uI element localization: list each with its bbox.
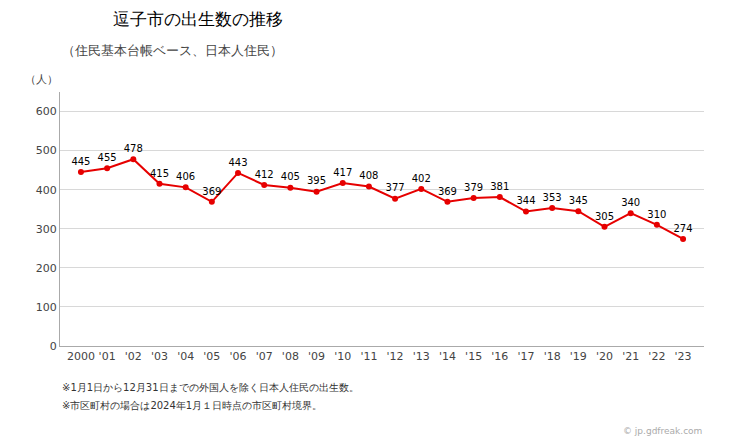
svg-text:305: 305 — [595, 211, 614, 222]
svg-text:（住民基本台帳ベース、日本人住民）: （住民基本台帳ベース、日本人住民） — [62, 43, 283, 58]
svg-text:'22: '22 — [648, 350, 665, 363]
svg-text:455: 455 — [98, 152, 117, 163]
svg-text:2000: 2000 — [67, 350, 95, 363]
svg-text:0: 0 — [50, 340, 57, 353]
svg-text:'23: '23 — [675, 350, 692, 363]
svg-text:415: 415 — [150, 168, 169, 179]
svg-text:381: 381 — [490, 181, 509, 192]
svg-text:'09: '09 — [308, 350, 325, 363]
svg-text:'15: '15 — [465, 350, 482, 363]
svg-text:478: 478 — [124, 143, 143, 154]
svg-text:100: 100 — [36, 301, 57, 314]
svg-text:445: 445 — [71, 156, 90, 167]
svg-text:'16: '16 — [491, 350, 508, 363]
svg-text:'11: '11 — [360, 350, 377, 363]
svg-text:369: 369 — [202, 186, 221, 197]
svg-text:'18: '18 — [544, 350, 561, 363]
svg-text:'12: '12 — [387, 350, 404, 363]
svg-text:'10: '10 — [334, 350, 351, 363]
svg-text:344: 344 — [516, 195, 535, 206]
svg-text:600: 600 — [36, 105, 57, 118]
svg-text:'14: '14 — [439, 350, 456, 363]
svg-text:377: 377 — [386, 182, 405, 193]
svg-text:'19: '19 — [570, 350, 587, 363]
svg-text:300: 300 — [36, 223, 57, 236]
svg-text:369: 369 — [438, 186, 457, 197]
svg-text:'07: '07 — [256, 350, 273, 363]
svg-text:417: 417 — [333, 167, 352, 178]
svg-text:※1月1日から12月31日までの外国人を除く日本人住民の出生: ※1月1日から12月31日までの外国人を除く日本人住民の出生数。 — [62, 382, 359, 393]
svg-text:'21: '21 — [622, 350, 639, 363]
svg-text:'03: '03 — [151, 350, 168, 363]
svg-text:405: 405 — [281, 171, 300, 182]
svg-text:412: 412 — [255, 169, 274, 180]
svg-text:※市区町村の場合は2024年1月１日時点の市区町村境界。: ※市区町村の場合は2024年1月１日時点の市区町村境界。 — [62, 400, 322, 411]
svg-text:345: 345 — [569, 195, 588, 206]
svg-text:443: 443 — [228, 157, 247, 168]
svg-text:310: 310 — [647, 209, 666, 220]
svg-text:（人）: （人） — [25, 73, 58, 86]
svg-text:200: 200 — [36, 262, 57, 275]
svg-text:'02: '02 — [125, 350, 142, 363]
svg-text:406: 406 — [176, 171, 195, 182]
svg-text:402: 402 — [412, 173, 431, 184]
svg-text:274: 274 — [674, 223, 693, 234]
svg-text:© jp.gdfreak.com: © jp.gdfreak.com — [623, 426, 702, 436]
svg-text:353: 353 — [543, 192, 562, 203]
svg-text:379: 379 — [464, 182, 483, 193]
svg-text:'17: '17 — [517, 350, 534, 363]
svg-text:500: 500 — [36, 144, 57, 157]
svg-text:'05: '05 — [203, 350, 220, 363]
svg-text:逗子市の出生数の推移: 逗子市の出生数の推移 — [113, 9, 283, 29]
svg-text:'04: '04 — [177, 350, 194, 363]
svg-text:'20: '20 — [596, 350, 613, 363]
svg-text:400: 400 — [36, 184, 57, 197]
svg-text:340: 340 — [621, 197, 640, 208]
svg-text:'01: '01 — [99, 350, 116, 363]
svg-text:'13: '13 — [413, 350, 430, 363]
svg-text:'06: '06 — [230, 350, 247, 363]
svg-text:408: 408 — [359, 170, 378, 181]
svg-text:'08: '08 — [282, 350, 299, 363]
svg-text:395: 395 — [307, 175, 326, 186]
